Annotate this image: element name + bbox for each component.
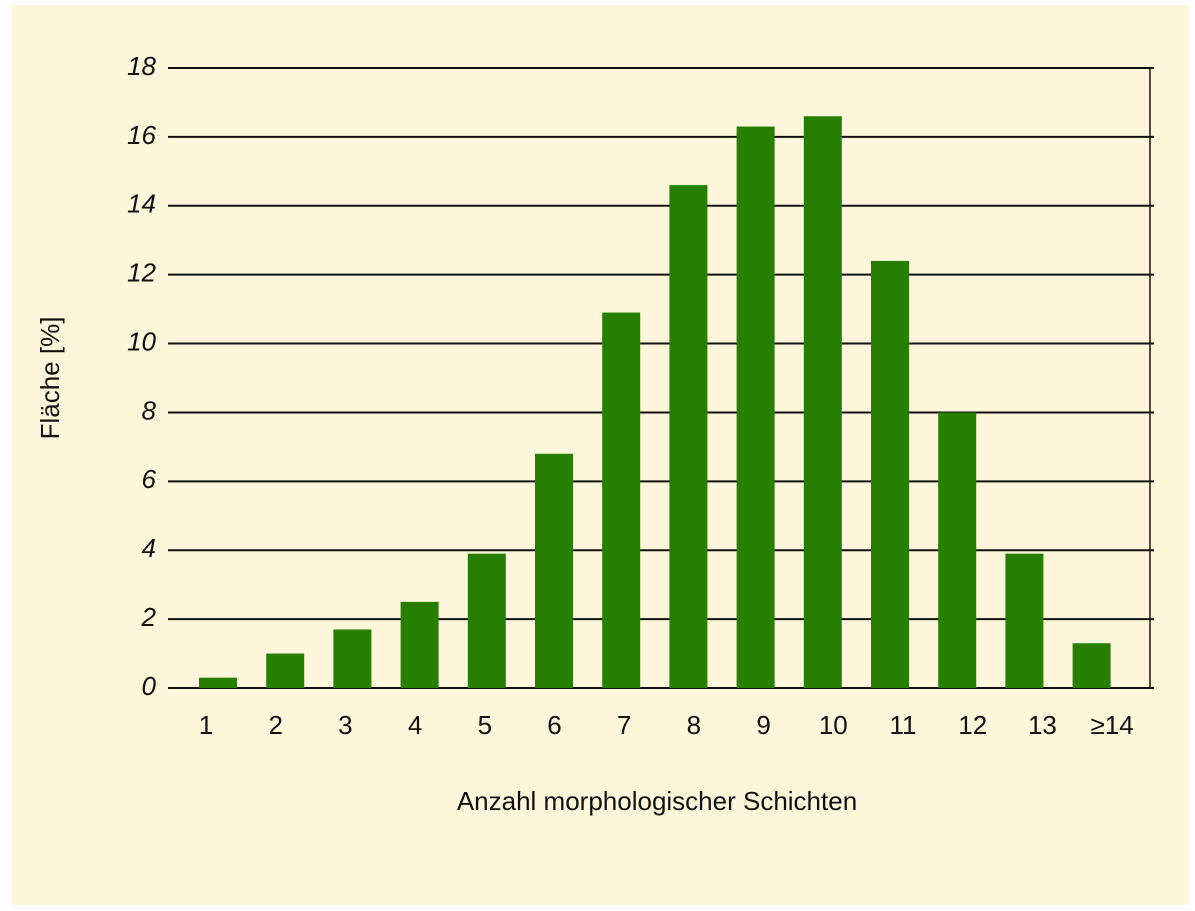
- bar: [938, 412, 977, 688]
- bar: [1005, 553, 1044, 688]
- x-tick-label: 4: [408, 710, 422, 740]
- x-tick-label: 10: [819, 710, 848, 740]
- x-tick-label: 6: [547, 710, 561, 740]
- y-tick-label: 8: [142, 395, 157, 425]
- x-tick-label: 13: [1028, 710, 1057, 740]
- x-axis-title: Anzahl morphologischer Schichten: [457, 786, 857, 816]
- y-tick-label: 18: [127, 51, 156, 81]
- y-tick-label: 0: [142, 671, 157, 701]
- y-tick-label: 14: [127, 189, 156, 219]
- x-tick-label: 2: [268, 710, 282, 740]
- bar: [602, 312, 641, 688]
- y-tick-label: 4: [142, 533, 156, 563]
- bar: [400, 601, 439, 688]
- bar: [871, 260, 909, 688]
- x-tick-label: 12: [958, 710, 987, 740]
- bar: [803, 116, 842, 688]
- bar: [333, 629, 372, 688]
- bar: [266, 653, 305, 688]
- x-tick-label: 3: [338, 710, 352, 740]
- bar: [669, 185, 708, 688]
- y-tick-label: 16: [127, 120, 156, 150]
- bar: [535, 453, 573, 688]
- y-axis-title: Fläche [%]: [35, 317, 65, 440]
- y-tick-label: 2: [141, 602, 157, 632]
- x-tick-label: ≥14: [1090, 710, 1133, 740]
- x-tick-label: 9: [756, 710, 770, 740]
- background: [12, 5, 1190, 905]
- bar: [736, 126, 775, 689]
- x-tick-label: 11: [890, 710, 917, 740]
- bar: [199, 677, 237, 688]
- y-tick-label: 6: [142, 464, 157, 494]
- x-tick-label: 5: [478, 710, 492, 740]
- bar: [1072, 643, 1111, 688]
- bar: [467, 553, 506, 688]
- x-tick-label: 8: [687, 710, 701, 740]
- x-tick-label: 1: [199, 710, 213, 740]
- y-tick-label: 10: [127, 326, 156, 356]
- y-tick-label: 12: [127, 258, 156, 288]
- x-tick-label: 7: [617, 710, 631, 740]
